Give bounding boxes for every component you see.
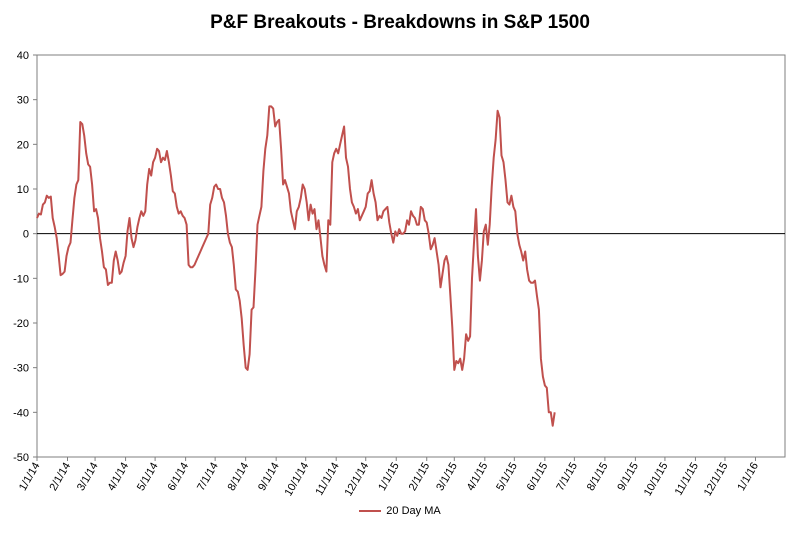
y-tick-label: 40: [17, 50, 29, 62]
x-tick-label: 11/1/15: [673, 461, 701, 498]
x-tick-label: 2/1/15: [407, 461, 433, 493]
y-tick-label: -30: [13, 363, 29, 375]
x-tick-label: 9/1/14: [256, 461, 282, 493]
y-tick-label: 10: [17, 184, 29, 196]
x-tick-label: 4/1/15: [465, 461, 491, 493]
x-tick-label: 12/1/14: [343, 461, 372, 499]
x-tick-label: 6/1/15: [525, 461, 551, 493]
y-tick-label: 30: [17, 95, 29, 107]
series-line-20-day-ma: [36, 105, 556, 427]
y-tick-label: -50: [13, 452, 29, 464]
x-tick-label: 5/1/14: [135, 461, 161, 493]
x-tick-label: 5/1/15: [494, 461, 520, 493]
x-tick-label: 3/1/14: [75, 461, 101, 493]
x-tick-label: 8/1/15: [585, 461, 611, 493]
x-tick-label: 3/1/15: [434, 461, 460, 493]
legend-swatch: [359, 510, 382, 513]
y-tick-label: 20: [17, 139, 29, 151]
x-tick-label: 6/1/14: [166, 461, 192, 493]
x-tick-label: 8/1/14: [226, 461, 252, 493]
x-tick-label: 2/1/14: [47, 461, 73, 493]
y-tick-label: 0: [23, 229, 29, 241]
x-tick-label: 1/1/14: [17, 461, 43, 493]
x-tick-label: 1/1/16: [735, 461, 761, 493]
x-tick-label: 12/1/15: [702, 461, 731, 499]
chart-title: P&F Breakouts - Breakdowns in S&P 1500: [210, 12, 590, 33]
plot-area: [36, 54, 786, 458]
x-tick-label: 10/1/15: [642, 461, 671, 499]
legend: 20 Day MA: [0, 505, 800, 517]
x-tick-label: 1/1/15: [376, 461, 402, 493]
x-tick-label: 7/1/14: [195, 461, 221, 493]
legend-label: 20 Day MA: [386, 505, 441, 517]
y-tick-label: -20: [13, 318, 29, 330]
x-tick-label: 9/1/15: [615, 461, 641, 493]
x-tick-label: 11/1/14: [313, 461, 341, 498]
x-tick-label: 7/1/15: [554, 461, 580, 493]
x-tick-label: 10/1/14: [283, 461, 312, 499]
x-tick-label: 4/1/14: [105, 461, 131, 493]
y-tick-label: -40: [13, 407, 29, 419]
y-tick-label: -10: [13, 273, 29, 285]
